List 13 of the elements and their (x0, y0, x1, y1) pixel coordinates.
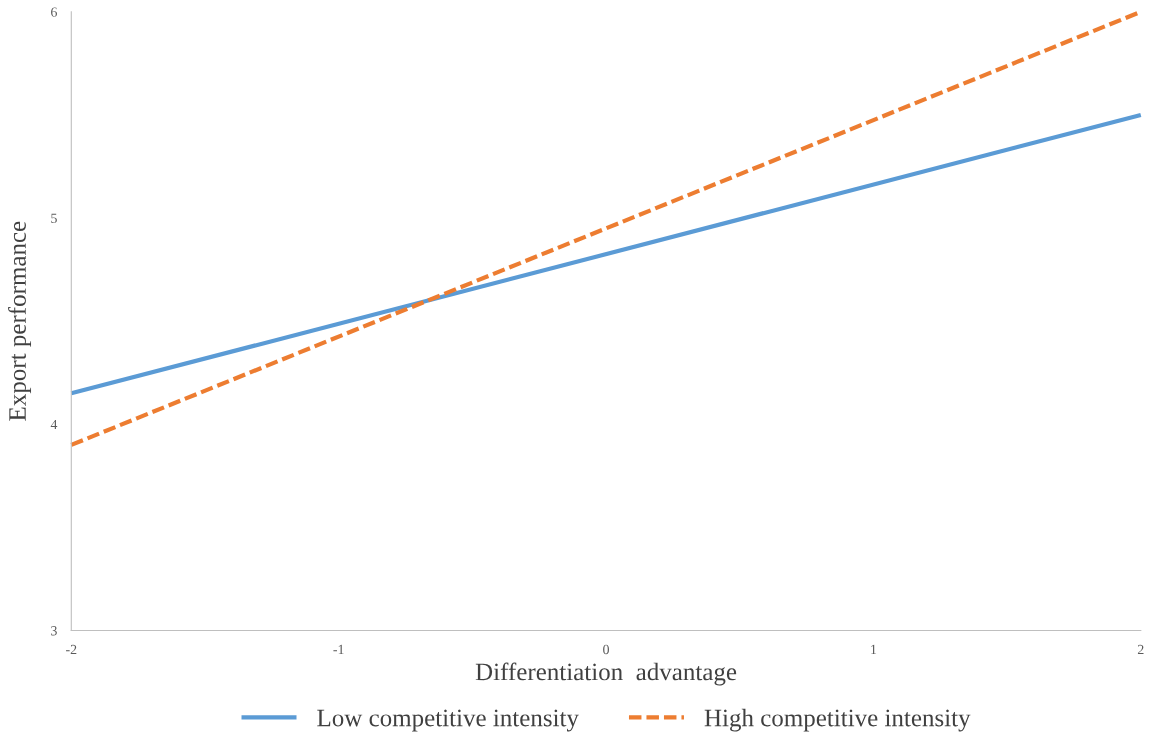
y-axis-title: Export performance (8, 221, 32, 421)
legend-label: Low competitive intensity (317, 709, 579, 732)
x-tick-label: -2 (66, 644, 77, 655)
y-tick-label: 5 (51, 213, 57, 224)
y-tick-label: 6 (51, 7, 57, 17)
x-tick-label: 1 (871, 644, 877, 655)
y-tick-label: 4 (50, 419, 58, 430)
y-tick-label: 3 (51, 626, 57, 636)
x-tick-label: -1 (333, 644, 344, 655)
x-tick-label: 2 (1137, 644, 1144, 655)
legend-label: High competitive intensity (704, 708, 971, 732)
x-axis-title: Differentiation advantage (475, 662, 737, 686)
x-tick-label: 0 (603, 644, 609, 655)
